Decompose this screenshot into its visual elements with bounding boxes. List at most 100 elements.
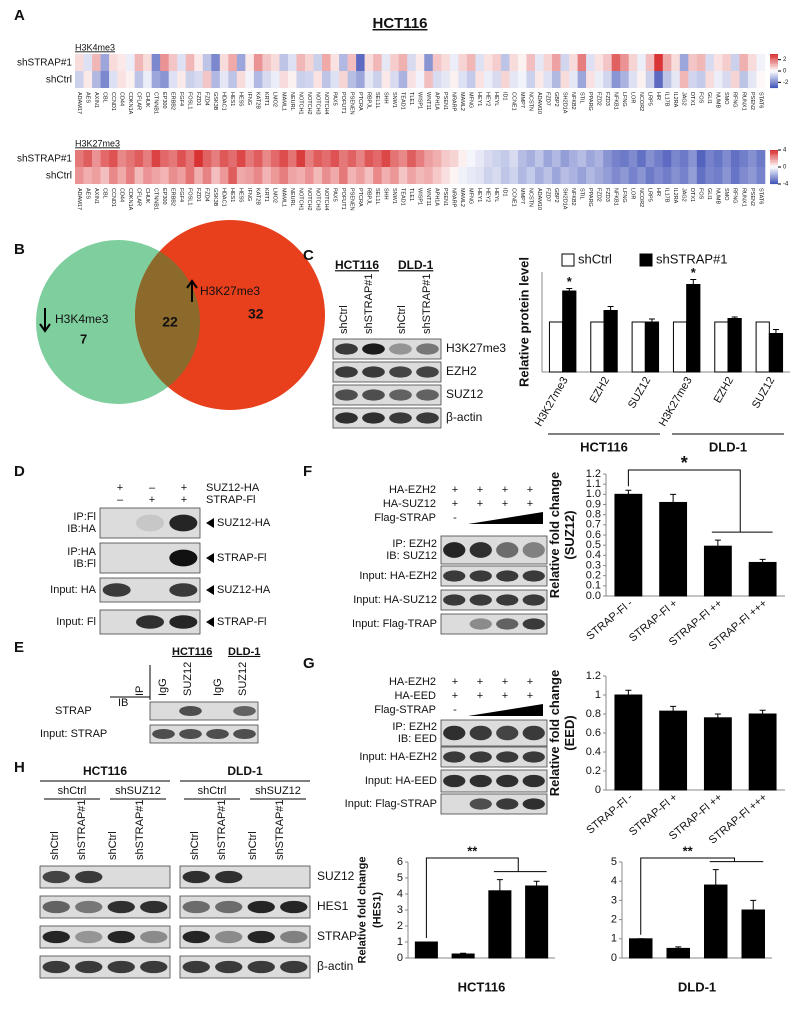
- heatmap-cell: [168, 150, 178, 167]
- heatmap-cell: [500, 54, 510, 71]
- protein-label: β-actin: [446, 410, 482, 424]
- heatmap-cell: [620, 150, 630, 167]
- pointer: [206, 553, 214, 563]
- heatmap-cell: [458, 167, 468, 184]
- sign: +: [452, 676, 458, 688]
- heatmap-cell: [415, 71, 425, 88]
- gene-label: STAT6: [757, 92, 763, 108]
- lane-label: shSTRAP#1: [134, 799, 146, 860]
- heatmap-cell: [253, 150, 263, 167]
- y-tick-label: 3: [611, 894, 617, 906]
- band: [215, 900, 243, 914]
- panel-label: B: [14, 241, 25, 258]
- sign: +: [527, 690, 533, 702]
- heatmap-cell: [228, 54, 238, 71]
- colorbar-step: [770, 150, 778, 152]
- gene-label: HES5: [238, 188, 244, 202]
- gene-label: NCOR2: [638, 92, 644, 111]
- gene-label: FGF4: [178, 92, 184, 106]
- band: [215, 960, 243, 974]
- sign: +: [502, 498, 508, 510]
- band: [335, 389, 358, 401]
- gene-label: HDAC1: [221, 92, 227, 111]
- gene-label: CHUK: [144, 92, 150, 108]
- y-tick-label: 0.0: [586, 590, 601, 602]
- bar: [714, 321, 729, 373]
- gene-label: ADAM17: [76, 92, 82, 114]
- blot: [179, 925, 311, 949]
- band: [469, 618, 492, 630]
- colorbar-step: [770, 161, 778, 164]
- heatmap-cell: [262, 167, 272, 184]
- y-tick-label: 0.6: [586, 727, 601, 739]
- error-bar: [759, 558, 766, 566]
- heatmap-cell: [398, 167, 408, 184]
- x-tick-label: EZH2: [712, 375, 736, 405]
- bar: [644, 321, 660, 373]
- ib-label: IB: [118, 697, 128, 709]
- heatmap-cell: [594, 167, 604, 184]
- heatmap-cell: [126, 150, 135, 167]
- gene-label: NOTCH1: [297, 188, 303, 211]
- heatmap-cell: [117, 71, 127, 88]
- row-label: Input: Flag-STRAP: [345, 798, 437, 810]
- gene-label: KRT1: [263, 92, 269, 106]
- ip-label: IP: [134, 686, 146, 696]
- heatmap-cell: [168, 167, 178, 184]
- heatmap-cell: [696, 167, 706, 184]
- colorbar-step: [770, 65, 778, 68]
- gene-label: SNW1: [391, 188, 397, 204]
- lane-label: shSTRAP#1: [216, 799, 228, 860]
- y-tick-label: 6: [397, 856, 403, 868]
- heatmap-cell: [219, 150, 229, 167]
- gene-label: NOTCH4: [323, 92, 329, 115]
- band: [443, 542, 466, 558]
- cell-line: HCT116: [83, 764, 127, 778]
- protein-label: STRAP: [317, 929, 357, 943]
- heatmap-cell: [398, 54, 408, 71]
- heatmap-cell: [168, 54, 178, 71]
- gene-label: LRP5: [647, 92, 653, 106]
- y-axis-title: (EED): [562, 715, 577, 750]
- gene-label: WNT11: [425, 92, 431, 110]
- heatmap-cell: [526, 71, 536, 88]
- x-axis-title: DLD-1: [678, 979, 716, 994]
- gene-label: GSK3B: [212, 92, 218, 111]
- blot: [39, 895, 171, 919]
- gene-label: STIL: [578, 188, 584, 200]
- blot: [179, 865, 311, 889]
- error-bar: [750, 899, 757, 920]
- heatmap-cell: [211, 167, 221, 184]
- y-tick-label: 1.1: [586, 478, 601, 490]
- heatmap-cell: [722, 54, 732, 71]
- heatmap-cell: [543, 167, 553, 184]
- pointer: [206, 585, 214, 595]
- condition-name: Flag-STRAP: [374, 512, 436, 524]
- gene-label: IFNG: [246, 188, 252, 201]
- gene-label: ID1: [502, 188, 508, 197]
- colorbar-step: [770, 64, 778, 66]
- gene-label: RFNG: [732, 92, 738, 108]
- heatmap-cell: [475, 71, 485, 88]
- row-label: Input: HA: [50, 584, 97, 596]
- error-bar: [566, 288, 573, 294]
- panel-title: HCT116: [372, 15, 427, 32]
- heatmap-cell: [134, 54, 144, 71]
- heatmap-cell: [160, 150, 170, 167]
- gene-label: CCNE1: [510, 188, 516, 207]
- significance-bracket: [640, 857, 764, 935]
- gene-label: HEYL: [493, 92, 499, 106]
- blot: [440, 793, 548, 815]
- heatmap-cell: [483, 71, 493, 88]
- gene-label: PSENEN: [348, 188, 354, 211]
- heatmap-cell: [441, 167, 451, 184]
- significance-bracket: [627, 469, 773, 533]
- heatmap-cell: [279, 167, 289, 184]
- gene-label: HDAC1: [221, 188, 227, 207]
- row-label: IB:HA: [67, 523, 96, 535]
- heatmap-cell: [296, 54, 306, 71]
- error-bar: [690, 279, 697, 290]
- heatmap-cell: [424, 54, 434, 71]
- heatmap-cell: [517, 71, 527, 88]
- band: [107, 900, 135, 914]
